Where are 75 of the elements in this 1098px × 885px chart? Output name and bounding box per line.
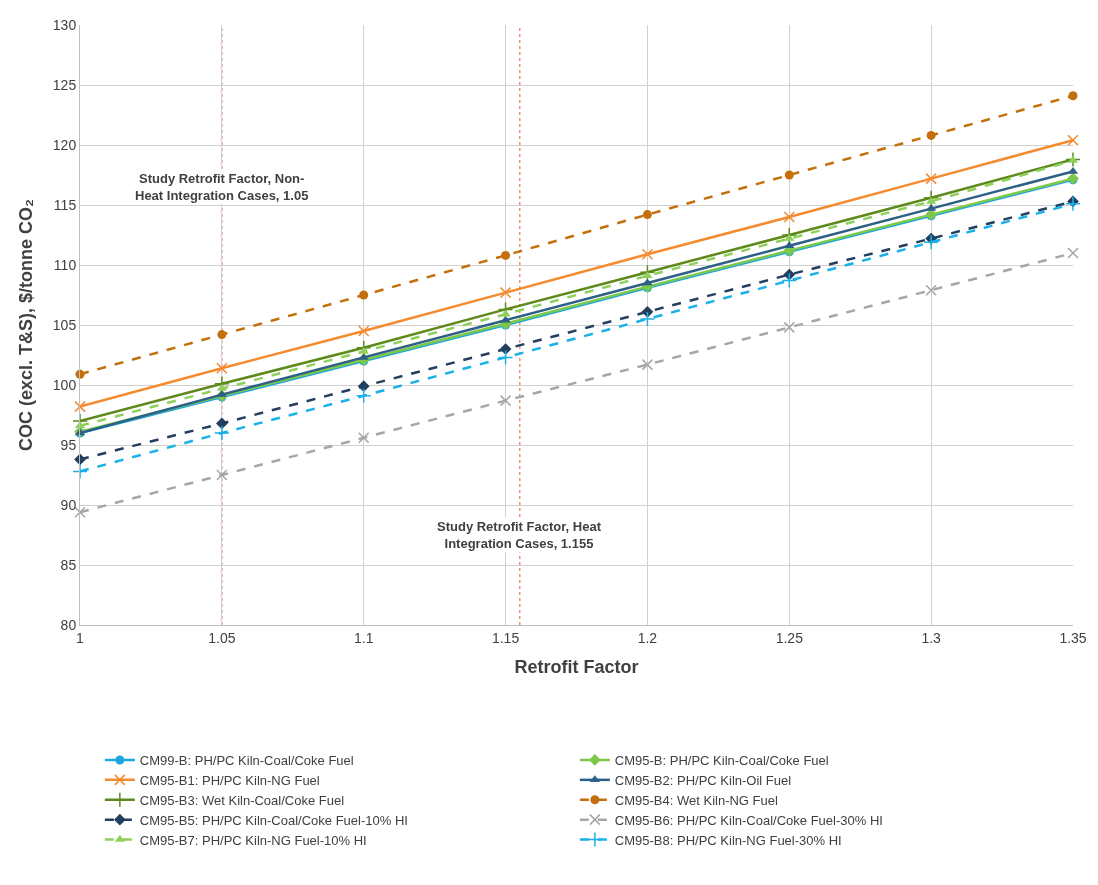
point — [925, 284, 937, 296]
point — [357, 432, 370, 444]
y-tick-label: 130 — [52, 16, 77, 33]
point — [781, 227, 798, 243]
point — [1065, 151, 1081, 168]
legend-label: CM95-B5: PH/PC Kiln-Coal/Coke Fuel-10% HI — [139, 812, 408, 828]
ref-line-label: Study Retrofit Factor, Heat Integration Cases, 1.155 — [437, 519, 602, 551]
legend-label: CM95-B2: PH/PC Kiln-Oil Fuel — [614, 772, 792, 788]
point — [497, 349, 514, 366]
point — [925, 172, 937, 185]
point — [355, 340, 372, 356]
point — [641, 248, 654, 260]
point — [74, 400, 86, 413]
point — [499, 286, 512, 299]
y-tick-label: 85 — [60, 556, 77, 573]
point — [358, 346, 369, 354]
x-tick-label: 1.1 — [353, 629, 374, 646]
point — [1067, 134, 1079, 146]
y-tick-label: 90 — [60, 496, 77, 513]
point — [926, 130, 936, 140]
point — [783, 211, 796, 223]
point — [214, 425, 230, 441]
y-axis-title: COC (excl. T&S), $/tonne CO₂ — [16, 198, 37, 452]
point — [357, 380, 370, 393]
x-tick-label: 1.2 — [637, 629, 658, 646]
legend-label: CM95-B3: Wet Kiln-Coal/Coke Fuel — [139, 792, 345, 808]
x-axis-title: Retrofit Factor — [514, 656, 639, 677]
point — [783, 321, 796, 334]
point — [501, 250, 511, 260]
point — [216, 362, 228, 374]
point — [642, 210, 652, 220]
x-tick-label: 1 — [76, 629, 85, 646]
legend-label: CM95-B7: PH/PC Kiln-NG Fuel-10% HI — [139, 832, 367, 848]
point — [639, 264, 656, 280]
point — [784, 170, 794, 180]
point — [216, 417, 228, 430]
ref-line-label: Study Retrofit Factor, Non- Heat Integration Cases, 1.05 — [135, 171, 309, 203]
legend-label: CM99-B: PH/PC Kiln-Coal/Coke Fuel — [139, 753, 354, 769]
x-tick-label: 1.35 — [1059, 629, 1087, 646]
y-tick-label: 120 — [52, 136, 77, 153]
y-tick-label: 95 — [60, 436, 77, 453]
point — [781, 272, 798, 289]
point — [359, 290, 369, 300]
point — [1068, 91, 1078, 101]
y-tick-label: 110 — [53, 256, 77, 273]
legend-label: CM95-B: PH/PC Kiln-Coal/Coke Fuel — [614, 753, 829, 769]
point — [217, 330, 227, 340]
point — [1067, 247, 1079, 259]
point — [1065, 196, 1081, 212]
point — [923, 234, 939, 250]
point — [499, 343, 512, 355]
point — [355, 388, 372, 404]
point — [72, 463, 88, 480]
point — [923, 190, 939, 206]
legend-label: CM95-B6: PH/PC Kiln-Coal/Coke Fuel-30% HI — [614, 812, 883, 828]
point — [357, 325, 370, 337]
legend-label: CM95-B8: PH/PC Kiln-NG Fuel-30% HI — [614, 832, 842, 848]
point — [499, 394, 512, 407]
x-tick-label: 1.25 — [775, 629, 804, 646]
x-tick-label: 1.15 — [491, 629, 520, 646]
x-tick-label: 1.05 — [208, 629, 236, 646]
point — [641, 305, 654, 318]
y-tick-label: 80 — [60, 616, 77, 633]
legend-label: CM95-B4: Wet Kiln-NG Fuel — [614, 792, 778, 808]
point — [74, 506, 86, 518]
legend-label: CM95-B1: PH/PC Kiln-NG Fuel — [139, 772, 320, 788]
point — [641, 358, 654, 371]
x-tick-label: 1.3 — [921, 629, 942, 646]
y-tick-label: 115 — [53, 196, 77, 213]
y-tick-label: 100 — [52, 376, 77, 393]
y-tick-label: 125 — [52, 76, 77, 93]
point — [784, 241, 795, 249]
y-tick-label: 105 — [52, 316, 77, 333]
point — [639, 311, 656, 327]
point — [216, 469, 228, 481]
